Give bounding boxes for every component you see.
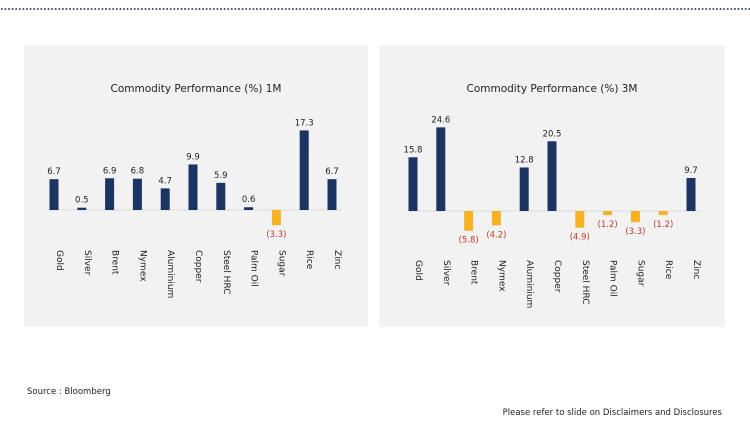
- chart-1m: 6.7 Gold 0.5 Silver 6.9 Brent 6.8 Nymex 4.7 Alumi…: [47, 118, 342, 298]
- bar: [658, 211, 668, 216]
- category-label: Steel HRC: [221, 250, 231, 295]
- data-label: (1.2): [653, 220, 673, 230]
- category-label: Sugar: [276, 250, 286, 277]
- data-label: 15.8: [404, 145, 423, 155]
- category-label: Steel HRC: [580, 260, 590, 305]
- category-label: Silver: [441, 260, 451, 286]
- bar: [271, 210, 281, 226]
- data-label: 6.7: [47, 167, 61, 177]
- data-label: 12.8: [515, 155, 534, 165]
- data-label: 0.6: [242, 195, 256, 205]
- data-label: 5.9: [214, 171, 228, 181]
- category-label: Brent: [469, 260, 479, 285]
- data-label: 6.8: [131, 167, 145, 177]
- category-label: Palm Oil: [608, 260, 618, 297]
- data-label: 9.9: [186, 152, 200, 162]
- data-label: (3.3): [266, 230, 286, 240]
- category-label: Zinc: [691, 260, 701, 279]
- chart-title-1m: Commodity Performance (%) 1M: [110, 83, 282, 95]
- bar: [436, 127, 446, 211]
- category-label: Zinc: [332, 250, 342, 269]
- category-label: Nymex: [137, 250, 147, 282]
- category-label: Silver: [82, 250, 92, 276]
- category-label: Nymex: [496, 260, 506, 292]
- data-label: (5.8): [459, 236, 479, 246]
- chart-panel-3m: Commodity Performance (%) 3M 15.8 Gold 24.…: [379, 45, 725, 327]
- data-label: 17.3: [295, 118, 314, 128]
- bar: [630, 211, 640, 223]
- bar: [464, 211, 474, 231]
- category-label: Copper: [552, 260, 562, 293]
- category-label: Rice: [663, 260, 673, 280]
- category-label: Sugar: [635, 260, 645, 287]
- source-note: Source : Bloomberg: [27, 387, 111, 397]
- category-label: Brent: [110, 250, 120, 275]
- data-label: 6.7: [325, 167, 339, 177]
- category-label: Gold: [413, 260, 423, 281]
- data-label: 24.6: [431, 115, 450, 125]
- bar: [49, 179, 59, 210]
- category-label: Gold: [54, 250, 64, 271]
- chart-3m: 15.8 Gold 24.6 Silver (5.8) Brent (4.2) Nymex 12…: [404, 115, 701, 308]
- category-label: Copper: [193, 250, 203, 283]
- bar: [603, 211, 613, 216]
- bar: [105, 178, 115, 210]
- bar: [686, 178, 696, 211]
- bar: [188, 164, 198, 210]
- data-label: 9.7: [684, 166, 698, 176]
- chart-title-3m: Commodity Performance (%) 3M: [466, 83, 638, 95]
- category-label: Aluminium: [524, 260, 534, 308]
- bar: [547, 141, 557, 211]
- data-label: 0.5: [75, 196, 89, 206]
- bar: [327, 179, 337, 210]
- dotted-header-rule: [0, 8, 750, 10]
- bar: [216, 182, 226, 210]
- disclaimer-note: Please refer to slide on Disclaimers and…: [502, 408, 722, 418]
- bar: [299, 130, 309, 210]
- chart-panel-1m: Commodity Performance (%) 1M 6.7 Gold 0.5 S…: [24, 45, 368, 327]
- data-label: (3.3): [625, 227, 645, 237]
- bar: [575, 211, 585, 228]
- data-label: (4.2): [486, 230, 506, 240]
- category-label: Aluminium: [165, 250, 175, 298]
- data-label: 20.5: [543, 129, 562, 139]
- bar: [132, 178, 142, 210]
- data-label: 6.9: [103, 166, 117, 176]
- data-label: (4.9): [570, 233, 590, 243]
- bar: [408, 157, 418, 211]
- data-label: 4.7: [158, 176, 172, 186]
- bar: [244, 207, 254, 210]
- bar: [519, 167, 529, 211]
- bar: [77, 207, 87, 210]
- category-label: Rice: [304, 250, 314, 270]
- data-label: (1.2): [598, 220, 618, 230]
- bar: [160, 188, 170, 210]
- bar: [491, 211, 501, 226]
- category-label: Palm Oil: [249, 250, 259, 287]
